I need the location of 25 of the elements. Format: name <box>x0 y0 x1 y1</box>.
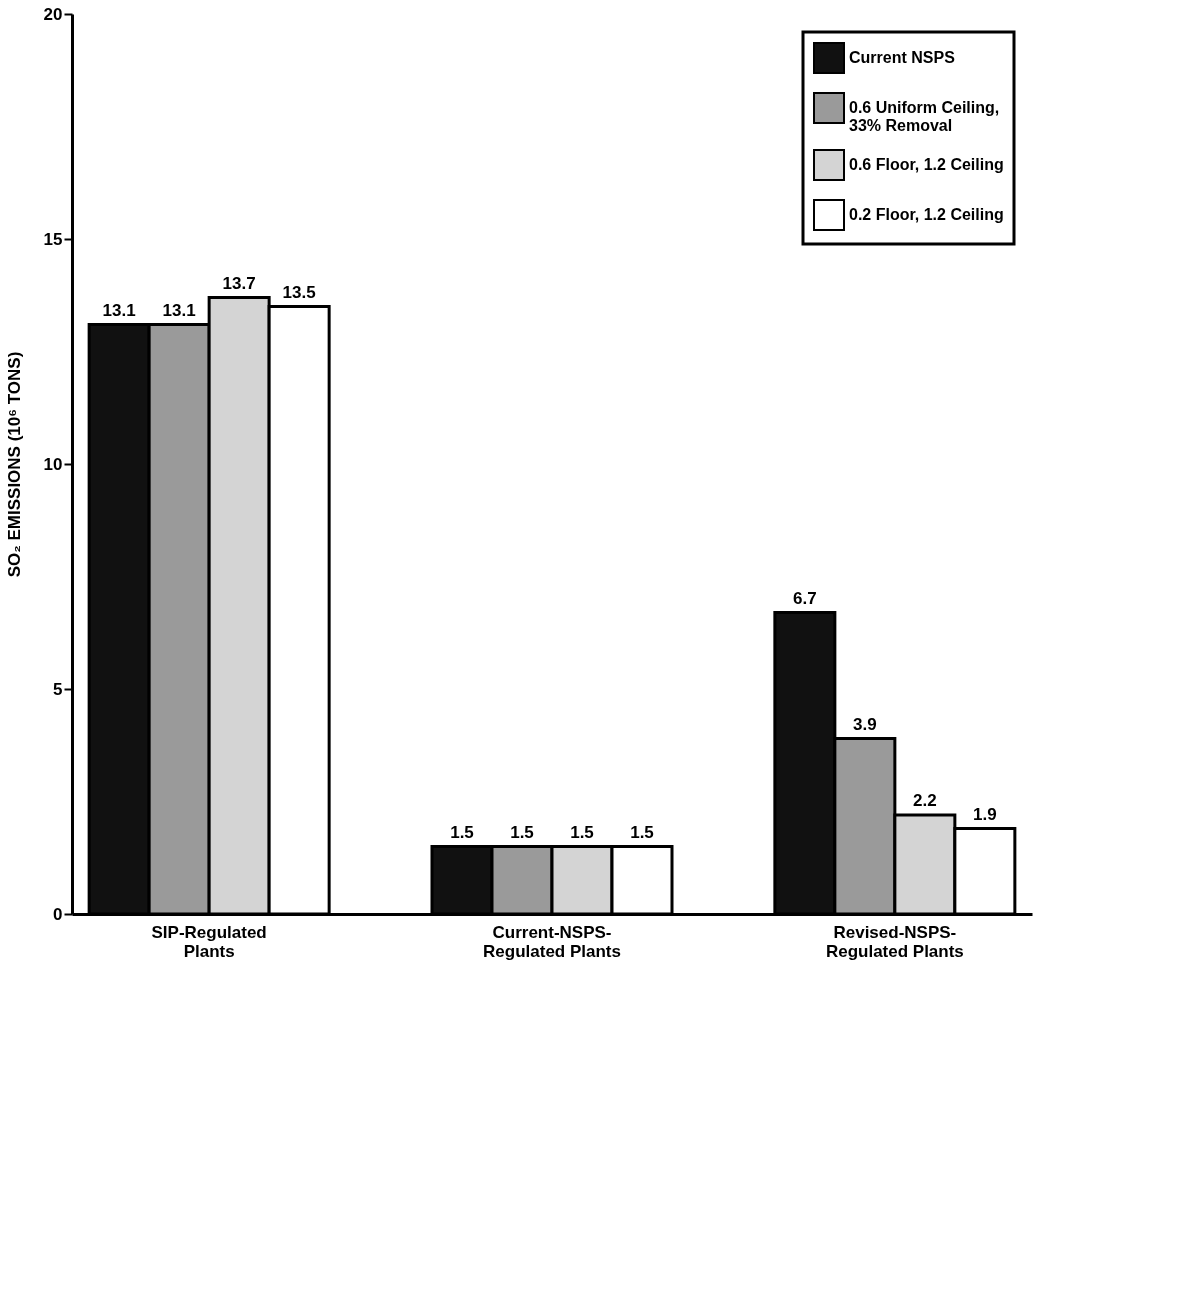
data-label: 3.9 <box>853 714 877 734</box>
x-tick-label: Current-NSPS- Regulated Plants <box>483 922 621 961</box>
y-tick-label: 20 <box>43 4 63 24</box>
x-tick-label: Revised-NSPS- Regulated Plants <box>825 922 964 961</box>
data-label: 1.5 <box>630 822 654 842</box>
data-label: 1.5 <box>570 822 594 842</box>
y-tick-label: 5 <box>53 679 63 699</box>
data-label: 13.1 <box>162 300 196 320</box>
y-tick-label: 10 <box>43 454 63 474</box>
data-label: 13.5 <box>282 282 316 302</box>
legend-label: 0.6 Floor, 1.2 Ceiling <box>849 156 1004 173</box>
y-axis-title: SO₂ EMISSIONS (10⁶ TONS) <box>4 351 24 578</box>
legend-label: 0.2 Floor, 1.2 Ceiling <box>849 206 1004 223</box>
y-tick-label: 0 <box>53 904 63 924</box>
data-label: 13.7 <box>222 273 256 293</box>
x-tick-label: SIP-Regulated Plants <box>151 922 267 961</box>
data-label: 13.1 <box>102 300 136 320</box>
y-tick-label: 15 <box>43 229 63 249</box>
data-label: 1.5 <box>510 822 534 842</box>
data-label: 6.7 <box>793 588 817 608</box>
data-label: 2.2 <box>913 791 937 810</box>
legend-label: 0.6 Uniform Ceiling, 33% Removal <box>849 99 1000 134</box>
legend-label: Current NSPS <box>849 49 956 66</box>
data-label: 1.9 <box>973 804 997 824</box>
data-label: 1.5 <box>450 822 474 842</box>
